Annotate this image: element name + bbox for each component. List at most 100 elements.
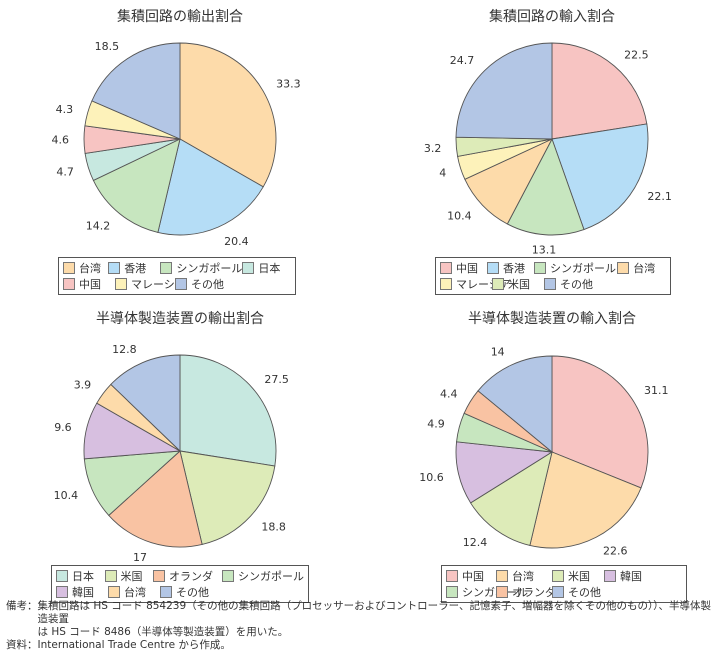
legend-swatch	[222, 570, 235, 582]
legend-swatch	[63, 278, 75, 290]
legend-swatch	[108, 262, 121, 274]
legend-swatch	[56, 586, 68, 598]
legend-item: 米国	[492, 276, 544, 292]
chart-title: 半導体製造装置の輸出割合	[96, 311, 264, 327]
data-label: 31.1	[644, 384, 669, 397]
pie-slice-3	[506, 137, 585, 236]
pie-slice-1	[551, 355, 649, 489]
legend-row: 台湾 香港 シンガポール 日本	[63, 260, 291, 276]
remarks-label: 備考：	[6, 600, 38, 612]
legend-row: 日本 米国 オランダ シンガポール	[56, 568, 304, 584]
legend-item: 中国	[63, 276, 115, 292]
legend-label: その他	[568, 586, 601, 599]
data-label: 24.7	[450, 54, 475, 67]
source-text: International Trade Centre から作成。	[37, 639, 231, 651]
legend-row: 韓国 台湾 その他	[56, 584, 304, 600]
legend-swatch	[446, 570, 458, 582]
legend-item: その他	[175, 276, 265, 292]
data-label: 22.6	[603, 545, 628, 558]
remarks-note: 備考： 集積回路は HS コード 854239（その他の集積回路（プロセッサーお…	[6, 600, 718, 639]
legend-label: マレーシア	[131, 278, 186, 291]
data-label: 10.4	[54, 489, 79, 502]
data-label: 33.3	[276, 77, 301, 90]
data-label: 13.1	[532, 244, 557, 257]
pie-slice-3	[108, 450, 203, 548]
legend-label: 日本	[72, 570, 94, 583]
data-label: 17	[133, 551, 147, 564]
legend-label: シンガポール	[238, 570, 305, 583]
legend-label: 台湾	[512, 570, 534, 583]
legend-item: 日本	[242, 260, 291, 276]
legend-label: 台湾	[79, 262, 101, 275]
legend-item: 台湾	[108, 584, 160, 600]
legend-item: マレーシア	[440, 276, 511, 292]
pie-chart: 33.3 20.4 14.2 4.7 4.6 4.3 18.5	[52, 40, 301, 248]
data-label: 4.6	[52, 134, 70, 147]
legend-item: 中国	[446, 568, 496, 584]
data-label: 4.7	[56, 166, 74, 179]
legend-swatch	[492, 278, 504, 290]
legend-swatch	[108, 586, 120, 598]
pie-slice-1	[551, 42, 648, 140]
legend-swatch	[604, 570, 616, 582]
legend-label: 中国	[456, 262, 478, 275]
legend-swatch	[552, 570, 564, 582]
legend-swatch	[446, 586, 458, 598]
legend-swatch	[534, 262, 547, 274]
legend-label: シンガポール	[462, 586, 528, 599]
data-label: 14.2	[86, 219, 111, 232]
legend-row: 中国 台湾 米国 韓国	[446, 568, 682, 584]
pie-slice-7	[477, 355, 553, 453]
data-label: 10.6	[419, 471, 444, 484]
legend-swatch	[242, 262, 255, 274]
data-label: 4.4	[440, 388, 458, 401]
legend: 日本 米国 オランダ シンガポール 韓国 台湾 その他	[51, 565, 309, 603]
legend-item: 台湾	[496, 568, 552, 584]
data-label: 4.3	[56, 103, 74, 116]
legend-item: 香港	[487, 260, 534, 276]
legend-label: 韓国	[72, 586, 94, 599]
data-label: 10.4	[447, 210, 472, 223]
data-label: 18.5	[95, 40, 120, 53]
legend-label: その他	[191, 278, 224, 291]
legend-item: その他	[544, 276, 636, 292]
legend-swatch	[115, 278, 127, 290]
legend-row: 中国 マレーシア その他	[63, 276, 291, 292]
pie-slice-3	[92, 138, 181, 233]
remarks-line-1: 集積回路は HS コード 854239（その他の集積回路（プロセッサーおよびコン…	[37, 600, 712, 625]
legend-item: 米国	[552, 568, 604, 584]
pie-slice-2	[551, 123, 649, 231]
legend-item: 韓国	[56, 584, 108, 600]
legend-swatch	[160, 586, 172, 598]
chart-title: 集積回路の輸入割合	[489, 9, 615, 25]
source-label: 資料：	[6, 639, 38, 651]
legend-item: シンガポール	[446, 584, 528, 600]
data-label: 3.9	[74, 378, 92, 391]
legend-swatch	[440, 278, 452, 290]
legend-swatch	[440, 262, 452, 274]
data-label: 12.4	[463, 536, 488, 549]
legend-label: その他	[176, 586, 209, 599]
pie-slice-2	[157, 138, 264, 236]
pie-chart: 22.5 22.1 13.1 10.4 4 3.2 24.7	[424, 42, 672, 257]
legend-row: 中国 香港 シンガポール 台湾	[440, 260, 666, 276]
data-label: 4.9	[427, 417, 445, 430]
data-label: 3.2	[424, 142, 442, 155]
legend-label: 米国	[508, 278, 530, 291]
legend-swatch	[496, 570, 508, 582]
legend-item: 米国	[104, 568, 154, 584]
legend-label: 日本	[258, 262, 281, 275]
legend-label: オランダ	[512, 586, 556, 599]
chart-title: 集積回路の輸出割合	[117, 9, 243, 25]
legend-label: 韓国	[620, 570, 642, 583]
legend-label: 香港	[503, 262, 526, 275]
data-label: 18.8	[261, 521, 286, 534]
data-label: 27.5	[264, 373, 289, 386]
legend-swatch	[104, 570, 117, 582]
legend-label: 米国	[120, 570, 143, 583]
legend-label: その他	[560, 278, 593, 291]
pie-slice-7	[110, 354, 181, 453]
legend-swatch	[63, 262, 75, 274]
legend-item: シンガポール	[534, 260, 617, 276]
pie-slice-2	[529, 451, 642, 549]
